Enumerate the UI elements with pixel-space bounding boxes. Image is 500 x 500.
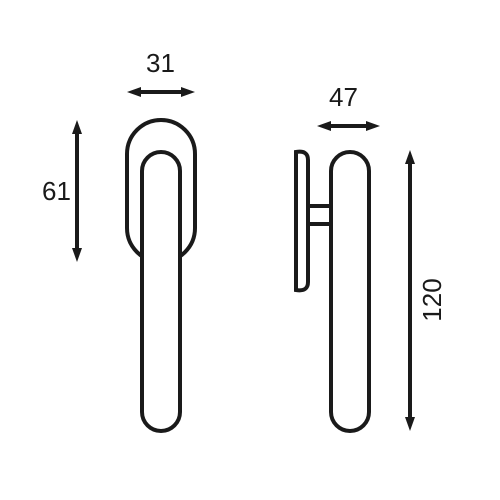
side-spindle [308,206,331,224]
dim-side-width-label: 47 [329,82,358,112]
arrowhead [72,120,82,134]
technical-drawing: 31 61 47 120 [0,0,500,500]
arrowhead [317,121,331,131]
arrowhead [127,87,141,97]
dim-front-width-label: 31 [146,48,175,78]
arrowhead [405,150,415,164]
dim-side-height-label: 120 [417,278,447,321]
arrowhead [366,121,380,131]
arrowhead [181,87,195,97]
front-lever [142,152,180,431]
arrowhead [72,248,82,262]
dim-front-height-label: 61 [42,176,71,206]
arrowhead [405,417,415,431]
side-lever [331,152,369,431]
